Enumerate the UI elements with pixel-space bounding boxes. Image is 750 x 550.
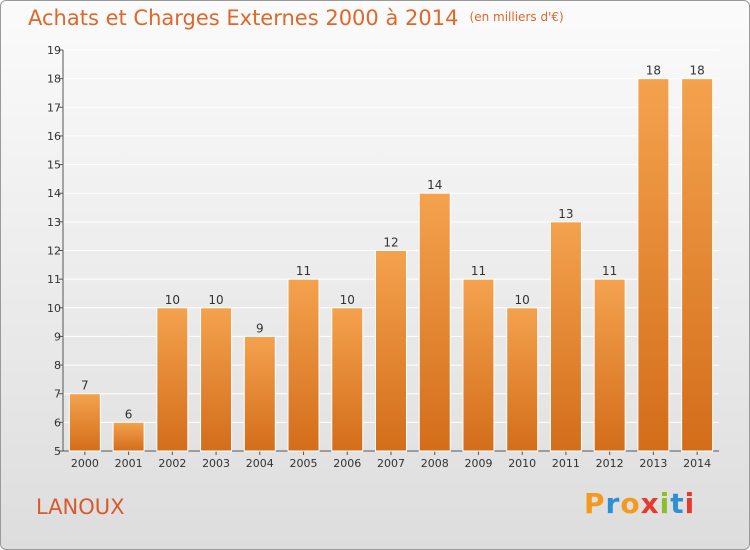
y-tick-label: 16 xyxy=(47,130,61,143)
bar xyxy=(506,307,539,452)
y-tick-label: 8 xyxy=(54,359,61,372)
bar xyxy=(243,335,276,452)
labels: 5 6 7 8 9 10 11 12 13 14 15 16 17 18 19 7 2000 6 2001 10 200… xyxy=(47,44,711,470)
x-tick-label: 2003 xyxy=(202,457,230,470)
x-tick-label: 2012 xyxy=(596,457,624,470)
y-tick-label: 9 xyxy=(54,330,61,343)
y-tick-label: 17 xyxy=(47,101,61,114)
logo-letter: P xyxy=(584,487,606,520)
data-label: 18 xyxy=(689,64,704,78)
data-label: 14 xyxy=(427,178,442,192)
data-label: 13 xyxy=(558,207,573,221)
bars xyxy=(68,78,714,452)
bar xyxy=(331,307,364,452)
commune-name: LANOUX xyxy=(36,495,125,519)
bar xyxy=(112,421,145,452)
x-tick-label: 2000 xyxy=(71,457,99,470)
bar xyxy=(681,78,714,452)
y-tick-label: 6 xyxy=(54,416,61,429)
bar xyxy=(287,278,320,452)
x-tick-label: 2001 xyxy=(115,457,143,470)
x-tick-label: 2009 xyxy=(464,457,492,470)
bar xyxy=(418,192,451,452)
logo-letter: i xyxy=(659,487,671,520)
data-label: 10 xyxy=(340,293,355,307)
data-label: 6 xyxy=(125,407,133,421)
title-row: Achats et Charges Externes 2000 à 2014 (… xyxy=(28,6,564,30)
y-tick-label: 10 xyxy=(47,302,61,315)
y-tick-label: 11 xyxy=(47,273,61,286)
data-label: 18 xyxy=(646,64,661,78)
y-tick-label: 19 xyxy=(47,44,61,57)
logo-letter: i xyxy=(684,487,696,520)
y-tick-label: 5 xyxy=(54,445,61,458)
x-tick-label: 2014 xyxy=(683,457,711,470)
logo-letter: o xyxy=(620,487,641,520)
logo-letter: x xyxy=(640,487,660,520)
data-label: 10 xyxy=(515,293,530,307)
bar xyxy=(593,278,626,452)
logo-letter: r xyxy=(605,487,621,520)
data-label: 11 xyxy=(296,264,311,278)
data-label: 10 xyxy=(208,293,223,307)
x-tick-label: 2008 xyxy=(421,457,449,470)
data-label: 7 xyxy=(81,379,89,393)
y-tick-label: 18 xyxy=(47,73,61,86)
x-tick-label: 2005 xyxy=(290,457,318,470)
x-tick-label: 2004 xyxy=(246,457,274,470)
x-tick-label: 2007 xyxy=(377,457,405,470)
y-tick-label: 7 xyxy=(54,388,61,401)
bar xyxy=(462,278,495,452)
data-label: 11 xyxy=(471,264,486,278)
data-label: 10 xyxy=(165,293,180,307)
x-tick-label: 2011 xyxy=(552,457,580,470)
y-tick-label: 13 xyxy=(47,216,61,229)
chart-title: Achats et Charges Externes 2000 à 2014 xyxy=(28,6,459,30)
data-label: 12 xyxy=(383,236,398,250)
x-tick-label: 2010 xyxy=(508,457,536,470)
chart-unit: (en milliers d'€) xyxy=(469,10,564,24)
x-tick-label: 2013 xyxy=(639,457,667,470)
x-tick-label: 2006 xyxy=(333,457,361,470)
bar xyxy=(549,221,582,452)
data-label: 11 xyxy=(602,264,617,278)
bar xyxy=(156,307,189,452)
bar xyxy=(68,393,101,452)
data-label: 9 xyxy=(256,321,264,335)
x-tick-label: 2002 xyxy=(158,457,186,470)
logo-letter: t xyxy=(670,487,685,520)
bar xyxy=(637,78,670,452)
y-tick-label: 12 xyxy=(47,245,61,258)
y-tick-label: 15 xyxy=(47,159,61,172)
bar xyxy=(375,250,407,452)
y-tick-label: 14 xyxy=(47,187,61,200)
brand-logo: Proxiti xyxy=(584,487,695,520)
bar xyxy=(200,307,233,452)
